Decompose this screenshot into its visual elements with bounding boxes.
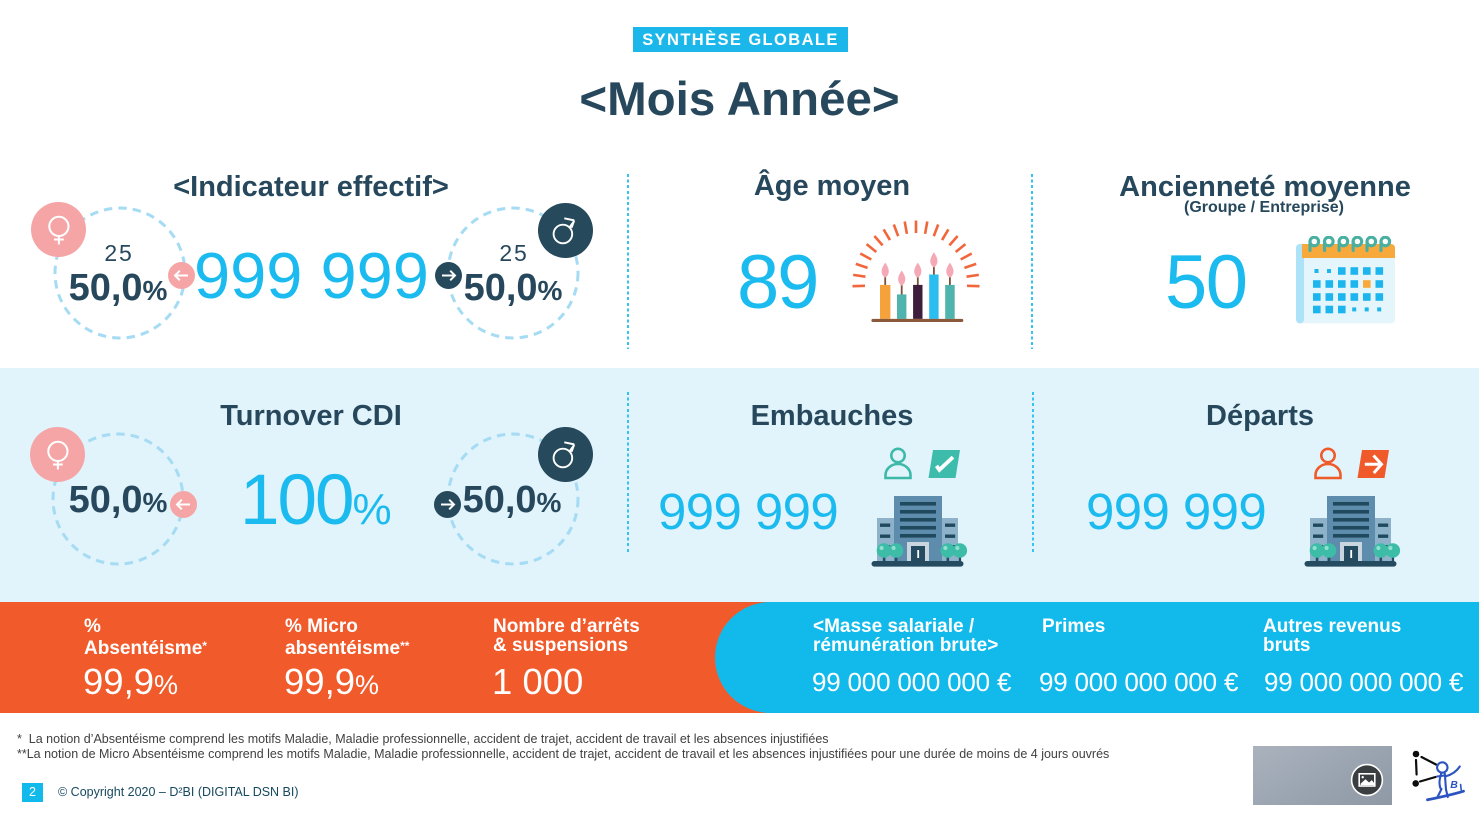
- svg-text:B: B: [1450, 779, 1458, 791]
